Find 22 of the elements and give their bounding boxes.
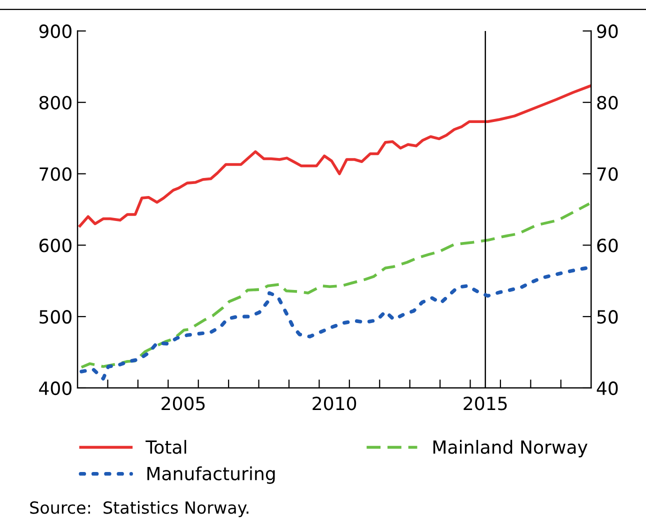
y-tick-label: 600 xyxy=(39,238,72,252)
x-tick-label: 2010 xyxy=(312,396,356,410)
y-tick-label: 900 xyxy=(39,24,72,38)
y-tick-label: 500 xyxy=(40,310,72,324)
source-note: Source: Statistics Norway. xyxy=(30,500,248,518)
y2-tick-label: 80 xyxy=(597,96,618,110)
y2-tick-label: 90 xyxy=(597,24,618,38)
y2-tick-label: 70 xyxy=(597,167,618,181)
line-series xyxy=(80,266,588,380)
legend-label: Mainland Norway xyxy=(433,440,588,458)
y2-tick-label: 50 xyxy=(597,310,618,324)
line-series xyxy=(78,84,592,228)
y2-tick-label: 40 xyxy=(596,381,618,396)
legend-label: Manufacturing xyxy=(147,466,275,484)
legend-label: Total xyxy=(146,440,186,454)
y-tick-label: 800 xyxy=(39,96,72,110)
y2-tick-label: 60 xyxy=(597,238,618,252)
y-tick-label: 400 xyxy=(39,381,72,396)
line-series xyxy=(80,202,591,369)
x-tick-label: 2005 xyxy=(162,396,205,410)
x-tick-label: 2015 xyxy=(464,396,507,410)
y-tick-label: 700 xyxy=(40,167,72,181)
